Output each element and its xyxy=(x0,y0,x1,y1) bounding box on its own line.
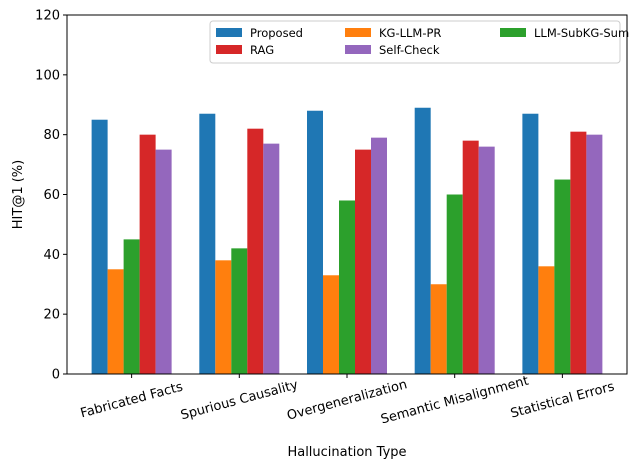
y-tick-label: 40 xyxy=(43,248,60,263)
bar-rag-1 xyxy=(247,128,264,374)
bar-rag-2 xyxy=(355,149,371,374)
legend-label: KG-LLM-PR xyxy=(379,26,441,40)
bars-layer xyxy=(91,107,603,374)
bar-llm-subkg-sum-3 xyxy=(446,194,463,374)
bar-kg-llm-pr-1 xyxy=(215,260,232,374)
bar-rag-3 xyxy=(462,140,479,374)
bar-proposed-1 xyxy=(199,113,216,374)
x-axis-title: Hallucination Type xyxy=(287,445,406,460)
legend-label: RAG xyxy=(250,43,274,57)
bar-llm-subkg-sum-2 xyxy=(339,200,355,374)
legend: Proposed KG-LLM-PR LLM-SubKG-Sum RAG Self-Ch… xyxy=(209,20,629,64)
plot-frame xyxy=(66,14,628,375)
bar-self-check-2 xyxy=(371,137,387,374)
x-tick-label: Fabricated Facts xyxy=(79,380,185,422)
legend-swatch xyxy=(216,45,242,54)
legend-swatch xyxy=(345,28,371,37)
bar-llm-subkg-sum-4 xyxy=(554,179,571,374)
bar-kg-llm-pr-0 xyxy=(107,269,124,374)
bar-llm-subkg-sum-0 xyxy=(123,239,140,374)
y-tick-label: 20 xyxy=(43,308,60,323)
bar-llm-subkg-sum-1 xyxy=(231,248,248,374)
y-tick-label: 80 xyxy=(43,128,60,143)
legend-swatch xyxy=(345,45,371,54)
legend-swatch xyxy=(500,28,526,37)
bar-kg-llm-pr-3 xyxy=(430,284,447,374)
y-tick-label: 120 xyxy=(35,9,60,24)
y-tick-label: 0 xyxy=(52,368,60,383)
bar-self-check-0 xyxy=(155,149,172,374)
bar-self-check-1 xyxy=(263,143,280,374)
bar-kg-llm-pr-4 xyxy=(538,266,555,374)
y-axis-title: HIT@1 (%) xyxy=(11,160,26,229)
bar-proposed-2 xyxy=(307,110,323,374)
y-axis: 0 20 40 60 80 100 120 xyxy=(35,9,67,383)
bar-self-check-3 xyxy=(478,146,495,374)
x-tick-label: Spurious Causality xyxy=(179,378,300,424)
bar-proposed-0 xyxy=(91,119,108,374)
legend-swatch xyxy=(216,28,242,37)
bar-self-check-4 xyxy=(586,134,603,374)
bar-rag-4 xyxy=(570,131,587,374)
legend-label: Proposed xyxy=(250,26,303,40)
bar-kg-llm-pr-2 xyxy=(323,275,339,374)
bar-rag-0 xyxy=(139,134,156,374)
y-tick-label: 100 xyxy=(35,68,60,83)
legend-label: Self-Check xyxy=(379,43,440,57)
y-tick-label: 60 xyxy=(43,188,60,203)
bar-proposed-4 xyxy=(522,113,539,374)
legend-label: LLM-SubKG-Sum xyxy=(534,26,629,40)
bar-proposed-3 xyxy=(414,107,431,374)
